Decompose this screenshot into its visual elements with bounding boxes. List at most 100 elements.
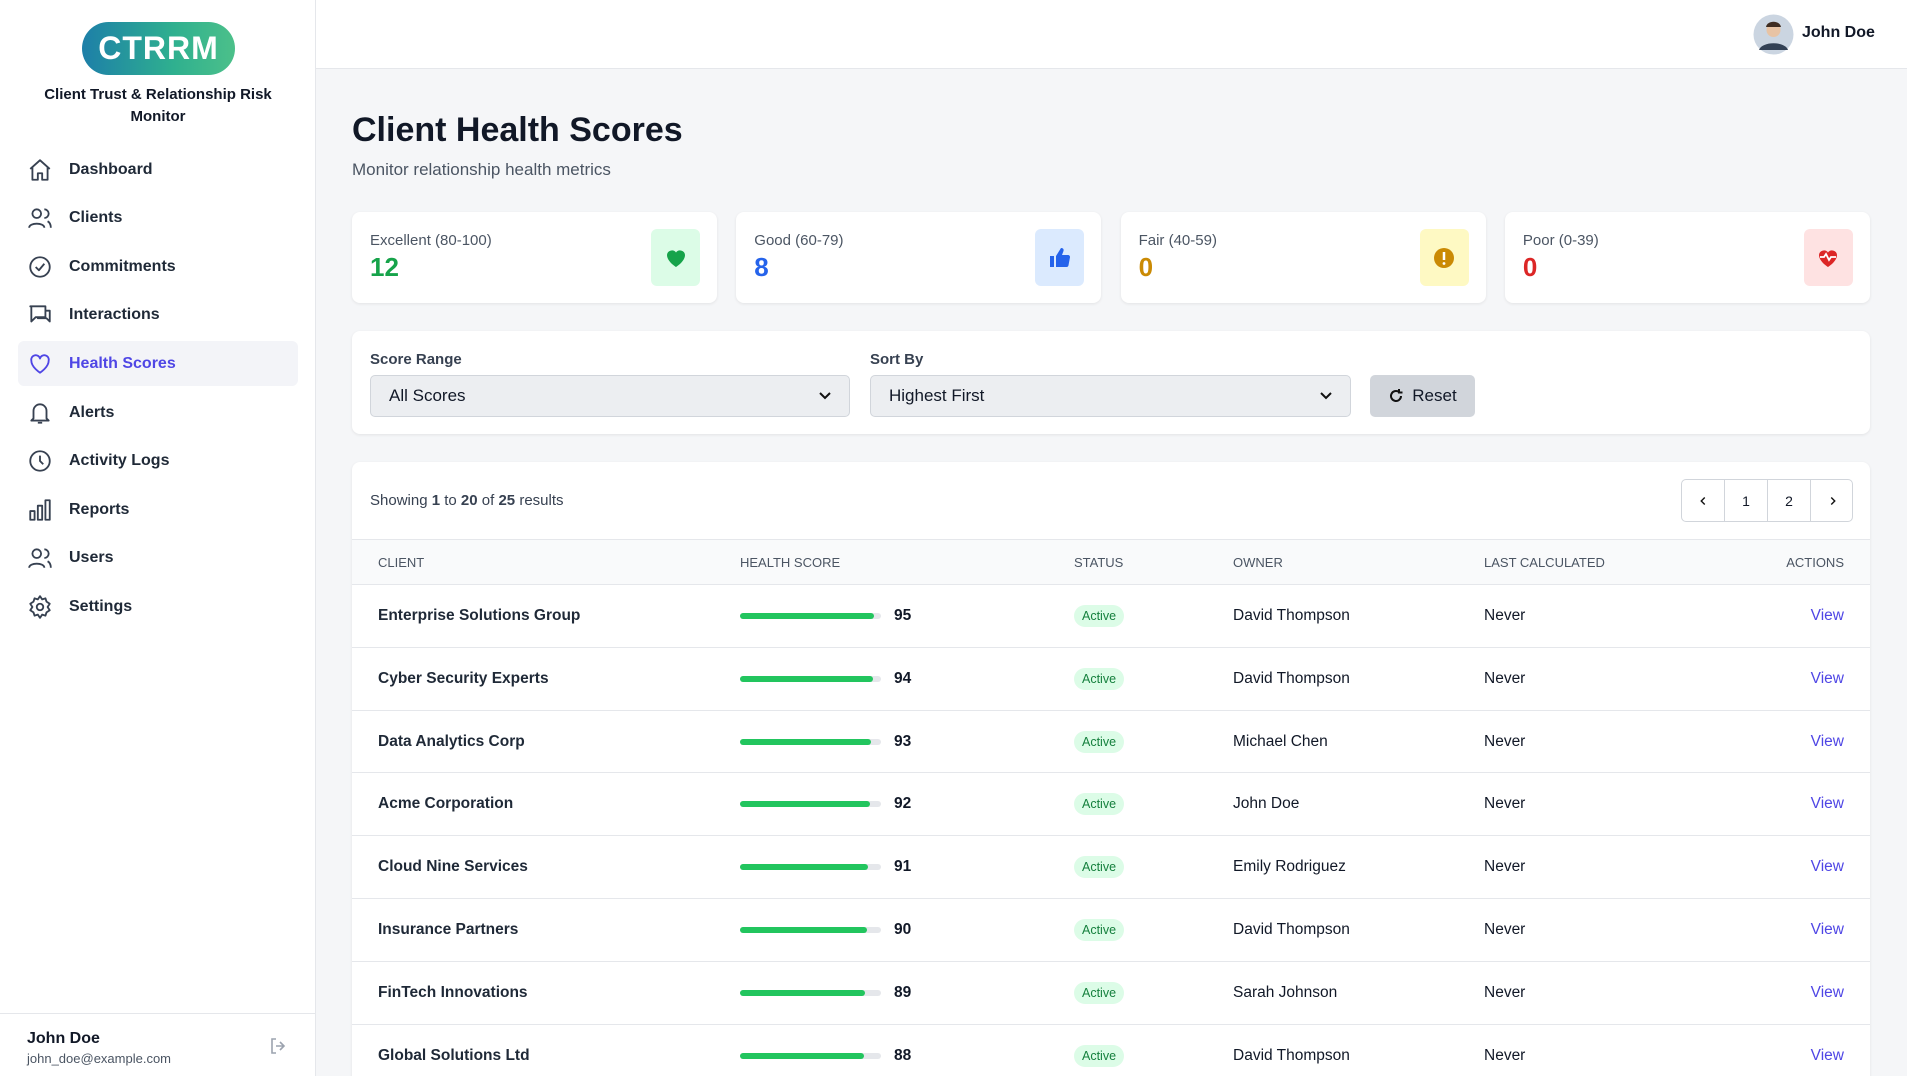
next-page[interactable] — [1811, 480, 1852, 521]
table-row: Cyber Security Experts 94 Active David Thom… — [352, 646, 1870, 710]
stat-label: Poor (0-39) — [1522, 232, 1599, 249]
table-row: Enterprise Solutions Group 95 Active David … — [352, 584, 1870, 647]
client-name: Cyber Security Experts — [378, 669, 549, 687]
page-button[interactable]: 2 — [1768, 480, 1811, 521]
status-badge: Active — [1074, 1044, 1125, 1067]
last-calculated: Never — [1484, 921, 1526, 938]
sidebar-user: John Doe john_doe@example.com — [0, 1013, 316, 1076]
reset-button[interactable]: Reset — [1370, 375, 1475, 417]
table-row: Global Solutions Ltd 88 Active David Thomps… — [352, 1023, 1870, 1076]
view-link[interactable]: View — [1810, 983, 1844, 1001]
view-link[interactable]: View — [1810, 1046, 1844, 1064]
last-calculated: Never — [1484, 732, 1526, 750]
logout-icon[interactable] — [268, 1036, 288, 1056]
nav-icon — [29, 158, 51, 181]
nav-item[interactable]: Interactions — [18, 293, 298, 338]
nav-item[interactable]: Alerts — [18, 390, 298, 435]
column-header: LAST CALCULATED — [1484, 555, 1605, 570]
view-link[interactable]: View — [1810, 732, 1844, 750]
last-calculated: Never — [1484, 669, 1526, 687]
select-value: All Scores — [389, 386, 466, 405]
sort-select[interactable]: Highest First — [870, 375, 1351, 417]
client-name: Acme Corporation — [378, 795, 514, 813]
status-badge: Active — [1074, 981, 1125, 1004]
stat-card: Fair (40-59) 0 — [1120, 212, 1486, 303]
nav-item[interactable]: Clients — [18, 196, 298, 241]
stat-label: Fair (40-59) — [1138, 232, 1217, 249]
client-name: Data Analytics Corp — [378, 732, 525, 750]
column-header: HEALTH SCORE — [740, 555, 841, 570]
nav-icon — [29, 256, 51, 278]
chevron — [1830, 496, 1836, 505]
nav-label: Dashboard — [69, 160, 153, 178]
nav-label: Clients — [69, 209, 123, 227]
stat-icon — [651, 229, 700, 286]
stat-value: 8 — [754, 252, 769, 282]
chevron — [1320, 392, 1332, 400]
nav-label: Alerts — [69, 403, 115, 421]
nav-label: Interactions — [69, 306, 160, 324]
score-value: 93 — [894, 732, 912, 750]
results-summary: Showing 1 to 20 of 25 results — [370, 492, 564, 509]
score-track — [740, 989, 881, 996]
logo: CTRRM — [82, 22, 235, 75]
score-track — [740, 1052, 881, 1059]
nav-label: Reports — [69, 500, 130, 518]
stat-value: 0 — [1522, 252, 1538, 282]
view-link[interactable]: View — [1810, 795, 1844, 813]
nav-item[interactable]: Users — [18, 536, 298, 581]
score-range-select[interactable]: All Scores — [370, 375, 850, 417]
chevron — [1700, 496, 1706, 505]
score-track — [740, 864, 881, 871]
icon — [1049, 247, 1070, 267]
nav-item[interactable]: Dashboard — [18, 147, 298, 192]
score-value: 88 — [894, 1046, 912, 1064]
filter-label: Score Range — [370, 351, 462, 368]
filters: Score Range All Scores Sort By Highest F… — [352, 331, 1870, 434]
owner: David Thompson — [1233, 669, 1350, 687]
column-header: CLIENT — [378, 555, 425, 570]
nav-item[interactable]: Commitments — [18, 244, 298, 289]
nav-item[interactable]: Activity Logs — [18, 439, 298, 484]
nav-item[interactable]: Reports — [18, 487, 298, 532]
table-header: CLIENT HEALTH SCORE STATUS OWNER LAST CALCUL… — [352, 539, 1870, 584]
last-calculated: Never — [1484, 858, 1526, 876]
owner: David Thompson — [1233, 921, 1350, 938]
score-bar — [740, 675, 873, 682]
text: to — [444, 492, 457, 509]
user-name: John Doe — [27, 1030, 100, 1047]
stat-icon — [1803, 229, 1853, 286]
icon — [1434, 247, 1455, 268]
score-value: 95 — [894, 607, 912, 624]
avatar[interactable] — [1753, 14, 1794, 55]
table-row: Insurance Partners 90 Active David Thompson… — [352, 898, 1870, 961]
nav-item[interactable]: Health Scores — [18, 341, 298, 387]
score-value: 92 — [894, 795, 912, 813]
nav-item[interactable]: Settings — [18, 584, 298, 629]
view-link[interactable]: View — [1810, 858, 1844, 876]
view-link[interactable]: View — [1810, 921, 1844, 938]
score-bar — [740, 989, 866, 996]
table-row: Cloud Nine Services 91 Active Emily Rodrigu… — [352, 835, 1870, 898]
score-value: 90 — [894, 921, 912, 938]
table-row: Acme Corporation 92 Active John Doe Never Vie… — [352, 772, 1870, 835]
nav-label: Settings — [69, 597, 133, 615]
prev-page[interactable] — [1682, 480, 1725, 521]
nav-label: Commitments — [69, 257, 176, 275]
stat-card: Good (60-79) 8 — [736, 212, 1102, 303]
stat-icon — [1419, 229, 1469, 286]
last-calculated: Never — [1484, 607, 1526, 624]
view-link[interactable]: View — [1810, 607, 1844, 624]
nav-label: Health Scores — [69, 354, 176, 372]
view-link[interactable]: View — [1810, 669, 1844, 687]
sidebar: CTRRM Client Trust & Relationship Risk M… — [0, 0, 316, 1076]
page-button[interactable]: 1 — [1725, 480, 1768, 521]
score-value: 89 — [894, 983, 912, 1001]
score-track — [740, 613, 881, 619]
stat-card: Excellent (80-100) 12 — [352, 212, 717, 303]
total: 25 — [498, 492, 516, 509]
header-user-name: John Doe — [1802, 24, 1875, 41]
chevron — [819, 392, 831, 400]
score-bar — [740, 927, 867, 933]
